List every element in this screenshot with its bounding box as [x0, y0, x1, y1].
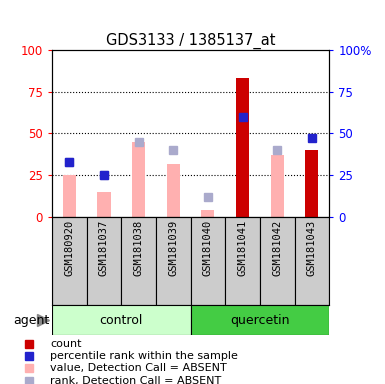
Text: control: control [100, 314, 143, 326]
Bar [260, 217, 295, 305]
Text: GSM181039: GSM181039 [168, 220, 178, 276]
Bar [121, 217, 156, 305]
Text: percentile rank within the sample: percentile rank within the sample [50, 351, 238, 361]
Bar [201, 210, 214, 217]
Text: GSM181040: GSM181040 [203, 220, 213, 276]
Text: GSM181041: GSM181041 [238, 220, 248, 276]
Text: rank, Detection Call = ABSENT: rank, Detection Call = ABSENT [50, 376, 221, 384]
Text: value, Detection Call = ABSENT: value, Detection Call = ABSENT [50, 363, 227, 373]
Bar [52, 305, 191, 335]
Bar [305, 150, 318, 217]
Bar [225, 217, 260, 305]
Text: GSM180920: GSM180920 [64, 220, 74, 276]
Text: quercetin: quercetin [230, 314, 290, 326]
Bar [271, 155, 284, 217]
Bar [295, 217, 329, 305]
Bar [87, 217, 121, 305]
Text: GSM181042: GSM181042 [272, 220, 282, 276]
Bar [191, 305, 329, 335]
Text: GSM181037: GSM181037 [99, 220, 109, 276]
Text: GSM181038: GSM181038 [134, 220, 144, 276]
Text: GSM181043: GSM181043 [307, 220, 317, 276]
Bar [167, 164, 180, 217]
Bar [63, 175, 76, 217]
Bar [97, 192, 110, 217]
Title: GDS3133 / 1385137_at: GDS3133 / 1385137_at [106, 32, 275, 48]
Bar [305, 150, 318, 217]
Bar [236, 78, 249, 217]
Text: count: count [50, 339, 82, 349]
Bar [132, 142, 145, 217]
Bar [156, 217, 191, 305]
Text: agent: agent [13, 314, 49, 326]
Bar [52, 217, 87, 305]
Bar [191, 217, 225, 305]
